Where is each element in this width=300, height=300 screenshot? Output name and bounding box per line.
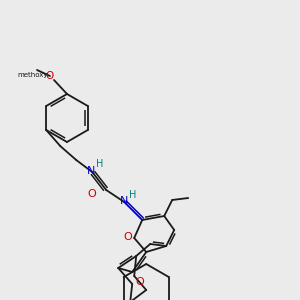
Text: O: O [88, 189, 97, 199]
Text: N: N [120, 196, 128, 206]
Text: N: N [87, 166, 95, 176]
Text: O: O [124, 232, 133, 242]
Text: O: O [46, 71, 54, 81]
Text: O: O [136, 277, 145, 287]
Text: H: H [95, 159, 103, 169]
Text: methoxy: methoxy [18, 72, 48, 78]
Text: H: H [128, 190, 136, 200]
